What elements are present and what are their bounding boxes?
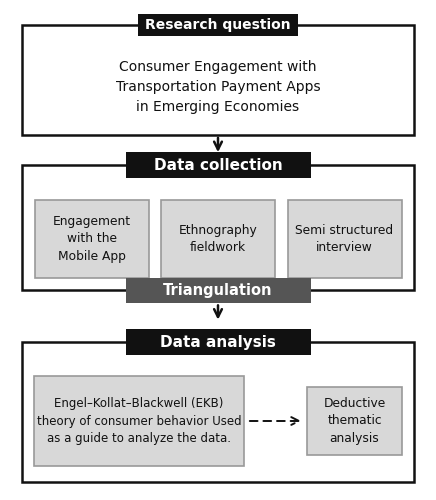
FancyBboxPatch shape [22,25,414,135]
FancyBboxPatch shape [126,278,310,302]
FancyBboxPatch shape [22,342,414,482]
FancyBboxPatch shape [161,200,275,278]
Text: Consumer Engagement with
Transportation Payment Apps
in Emerging Economies: Consumer Engagement with Transportation … [116,60,320,114]
FancyBboxPatch shape [34,376,244,466]
Text: Ethnography
fieldwork: Ethnography fieldwork [179,224,257,254]
Text: Data analysis: Data analysis [160,334,276,349]
FancyBboxPatch shape [126,329,310,355]
Text: Engel–Kollat–Blackwell (EKB)
theory of consumer behavior Used
as a guide to anal: Engel–Kollat–Blackwell (EKB) theory of c… [37,397,241,445]
FancyBboxPatch shape [34,200,149,278]
FancyBboxPatch shape [307,387,402,455]
Text: Deductive
thematic
analysis: Deductive thematic analysis [324,397,385,445]
FancyBboxPatch shape [287,200,402,278]
Text: Semi structured
interview: Semi structured interview [296,224,394,254]
FancyBboxPatch shape [22,165,414,290]
Text: Research question: Research question [145,18,291,32]
FancyBboxPatch shape [138,14,298,36]
FancyBboxPatch shape [126,152,310,178]
Text: Data collection: Data collection [153,158,283,172]
Text: Triangulation: Triangulation [163,282,273,298]
Text: Engagement
with the
Mobile App: Engagement with the Mobile App [52,215,130,263]
